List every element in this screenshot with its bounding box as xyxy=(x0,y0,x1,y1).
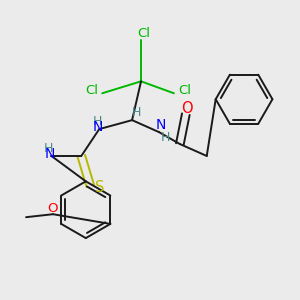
Text: N: N xyxy=(45,147,55,161)
Text: N: N xyxy=(155,118,166,132)
Text: N: N xyxy=(93,120,103,134)
Text: H: H xyxy=(161,131,170,144)
Text: Cl: Cl xyxy=(178,84,191,97)
Text: Cl: Cl xyxy=(85,84,98,97)
Text: H: H xyxy=(132,106,141,119)
Text: O: O xyxy=(48,202,58,215)
Text: Cl: Cl xyxy=(137,27,151,40)
Text: S: S xyxy=(94,180,104,195)
Text: H: H xyxy=(44,142,53,155)
Text: H: H xyxy=(93,115,102,128)
Text: O: O xyxy=(182,101,193,116)
